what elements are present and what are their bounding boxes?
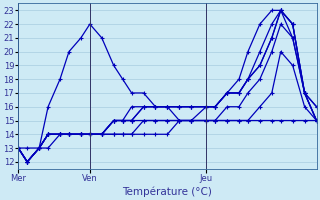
- X-axis label: Température (°C): Température (°C): [123, 186, 212, 197]
